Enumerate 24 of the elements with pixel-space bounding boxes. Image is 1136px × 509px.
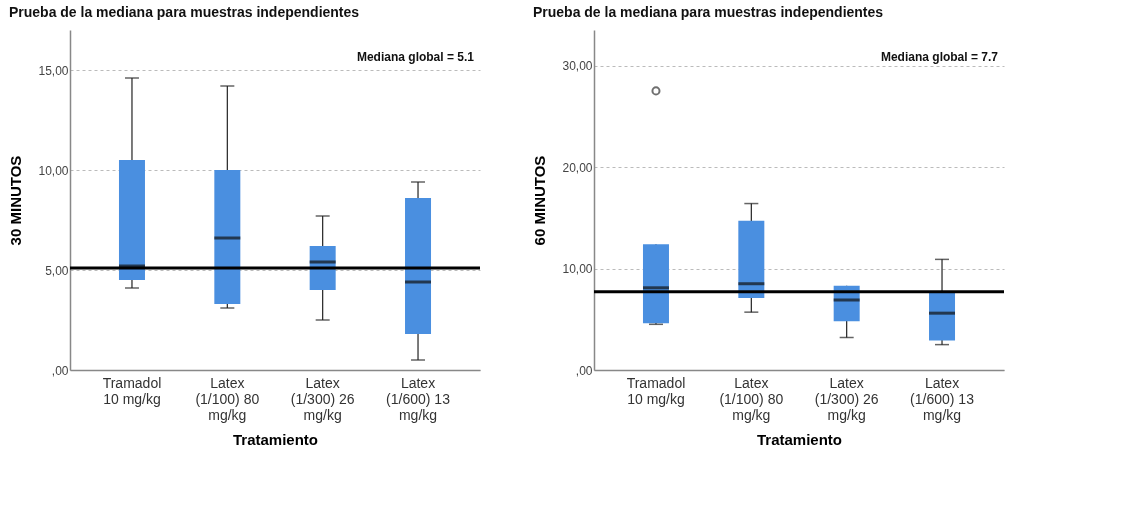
x-tick-label: Tramadol 10 mg/kg <box>102 374 162 407</box>
y-tick-label: 20,00 <box>562 160 593 175</box>
x-tick-label: Latex (1/300) 26 mg/kg <box>290 374 355 423</box>
y-tick-label: 15,00 <box>38 63 69 78</box>
y-tick-label: ,00 <box>575 363 593 378</box>
y-axis-title: 30 MINUTOS <box>7 155 25 246</box>
ref-line-label: Mediana global = 5.1 <box>356 50 475 64</box>
x-tick-label: Tramadol 10 mg/kg <box>626 374 686 407</box>
x-axis-title: Tratamiento <box>756 430 843 448</box>
x-axis-title: Tratamiento <box>232 430 319 448</box>
y-axis-title: 60 MINUTOS <box>531 155 549 246</box>
x-tick-label: Latex (1/600) 13 mg/kg <box>910 374 975 423</box>
y-tick-label: 10,00 <box>38 163 69 178</box>
x-tick-label: Latex (1/300) 26 mg/kg <box>814 374 879 423</box>
x-tick-label: Latex (1/100) 80 mg/kg <box>719 374 784 423</box>
x-tick-label: Latex (1/600) 13 mg/kg <box>386 374 451 423</box>
y-tick-label: 10,00 <box>562 262 593 277</box>
chart-title: Prueba de la mediana para muestras independientes <box>532 4 884 20</box>
y-tick-label: 30,00 <box>562 59 593 74</box>
chart-title: Prueba de la mediana para muestras independientes <box>8 4 360 20</box>
x-tick-label: Latex (1/100) 80 mg/kg <box>195 374 260 423</box>
y-tick-label: ,00 <box>51 363 69 378</box>
ref-line-label: Mediana global = 7.7 <box>880 50 999 64</box>
y-tick-label: 5,00 <box>45 263 69 278</box>
